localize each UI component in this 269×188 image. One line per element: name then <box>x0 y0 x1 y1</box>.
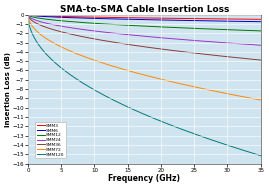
Legend: SMM3, SMM6, SMM12, SMM24, SMM36, SMM72, SMM120: SMM3, SMM6, SMM12, SMM24, SMM36, SMM72, … <box>35 122 66 158</box>
SMM72 <box>50 41 54 43</box>
SMM6 <box>26 14 30 16</box>
SMM120 <box>50 58 54 61</box>
SMM36 <box>50 28 54 30</box>
SMM120 <box>129 107 132 109</box>
Line: SMM36: SMM36 <box>28 15 261 60</box>
SMM24 <box>121 33 124 35</box>
SMM120 <box>212 139 215 142</box>
X-axis label: Frequency (GHz): Frequency (GHz) <box>108 174 180 183</box>
SMM3 <box>121 17 124 19</box>
SMM12 <box>26 14 30 16</box>
SMM12 <box>208 28 211 30</box>
SMM24 <box>259 44 262 46</box>
SMM120 <box>259 155 262 157</box>
SMM72 <box>208 89 211 91</box>
SMM6 <box>212 20 215 22</box>
SMM6 <box>186 19 189 22</box>
SMM12 <box>50 19 54 21</box>
SMM36 <box>208 54 211 56</box>
SMM12 <box>259 30 262 32</box>
SMM72 <box>186 84 189 86</box>
SMM6 <box>259 20 262 23</box>
Line: SMM3: SMM3 <box>28 15 261 19</box>
SMM3 <box>208 18 211 20</box>
SMM120 <box>121 103 124 105</box>
SMM120 <box>186 130 189 133</box>
SMM24 <box>50 23 54 26</box>
Line: SMM24: SMM24 <box>28 15 261 45</box>
SMM3 <box>212 18 215 20</box>
SMM6 <box>50 16 54 18</box>
Line: SMM120: SMM120 <box>28 15 261 156</box>
SMM3 <box>259 18 262 20</box>
Title: SMA-to-SMA Cable Insertion Loss: SMA-to-SMA Cable Insertion Loss <box>60 5 229 14</box>
SMM120 <box>26 14 30 16</box>
SMM72 <box>212 90 215 92</box>
SMM3 <box>129 17 132 19</box>
SMM120 <box>208 138 211 140</box>
SMM72 <box>26 14 30 16</box>
SMM36 <box>259 59 262 61</box>
SMM3 <box>186 17 189 20</box>
Line: SMM6: SMM6 <box>28 15 261 22</box>
SMM72 <box>121 68 124 70</box>
SMM3 <box>26 14 30 16</box>
Line: SMM12: SMM12 <box>28 15 261 31</box>
SMM72 <box>259 99 262 101</box>
SMM72 <box>129 70 132 72</box>
SMM6 <box>129 18 132 20</box>
Text: THORLABS: THORLABS <box>48 150 68 154</box>
SMM12 <box>186 27 189 29</box>
Y-axis label: Insertion Loss (dB): Insertion Loss (dB) <box>5 52 11 127</box>
SMM12 <box>129 24 132 27</box>
SMM36 <box>212 54 215 56</box>
SMM6 <box>121 18 124 20</box>
SMM12 <box>212 28 215 30</box>
SMM3 <box>50 15 54 17</box>
SMM24 <box>129 34 132 36</box>
SMM36 <box>186 51 189 53</box>
SMM24 <box>186 39 189 41</box>
SMM36 <box>26 14 30 16</box>
Line: SMM72: SMM72 <box>28 15 261 100</box>
SMM24 <box>26 14 30 16</box>
SMM24 <box>212 41 215 43</box>
SMM12 <box>121 24 124 26</box>
SMM6 <box>208 20 211 22</box>
SMM36 <box>121 42 124 45</box>
SMM24 <box>208 40 211 43</box>
SMM36 <box>129 44 132 46</box>
